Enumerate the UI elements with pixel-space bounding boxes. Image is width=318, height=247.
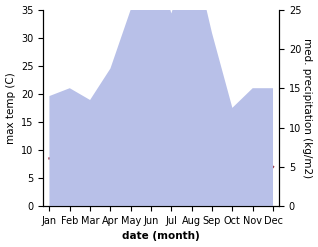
X-axis label: date (month): date (month) (122, 231, 200, 242)
Y-axis label: max temp (C): max temp (C) (5, 72, 16, 144)
Y-axis label: med. precipitation (kg/m2): med. precipitation (kg/m2) (302, 38, 313, 178)
